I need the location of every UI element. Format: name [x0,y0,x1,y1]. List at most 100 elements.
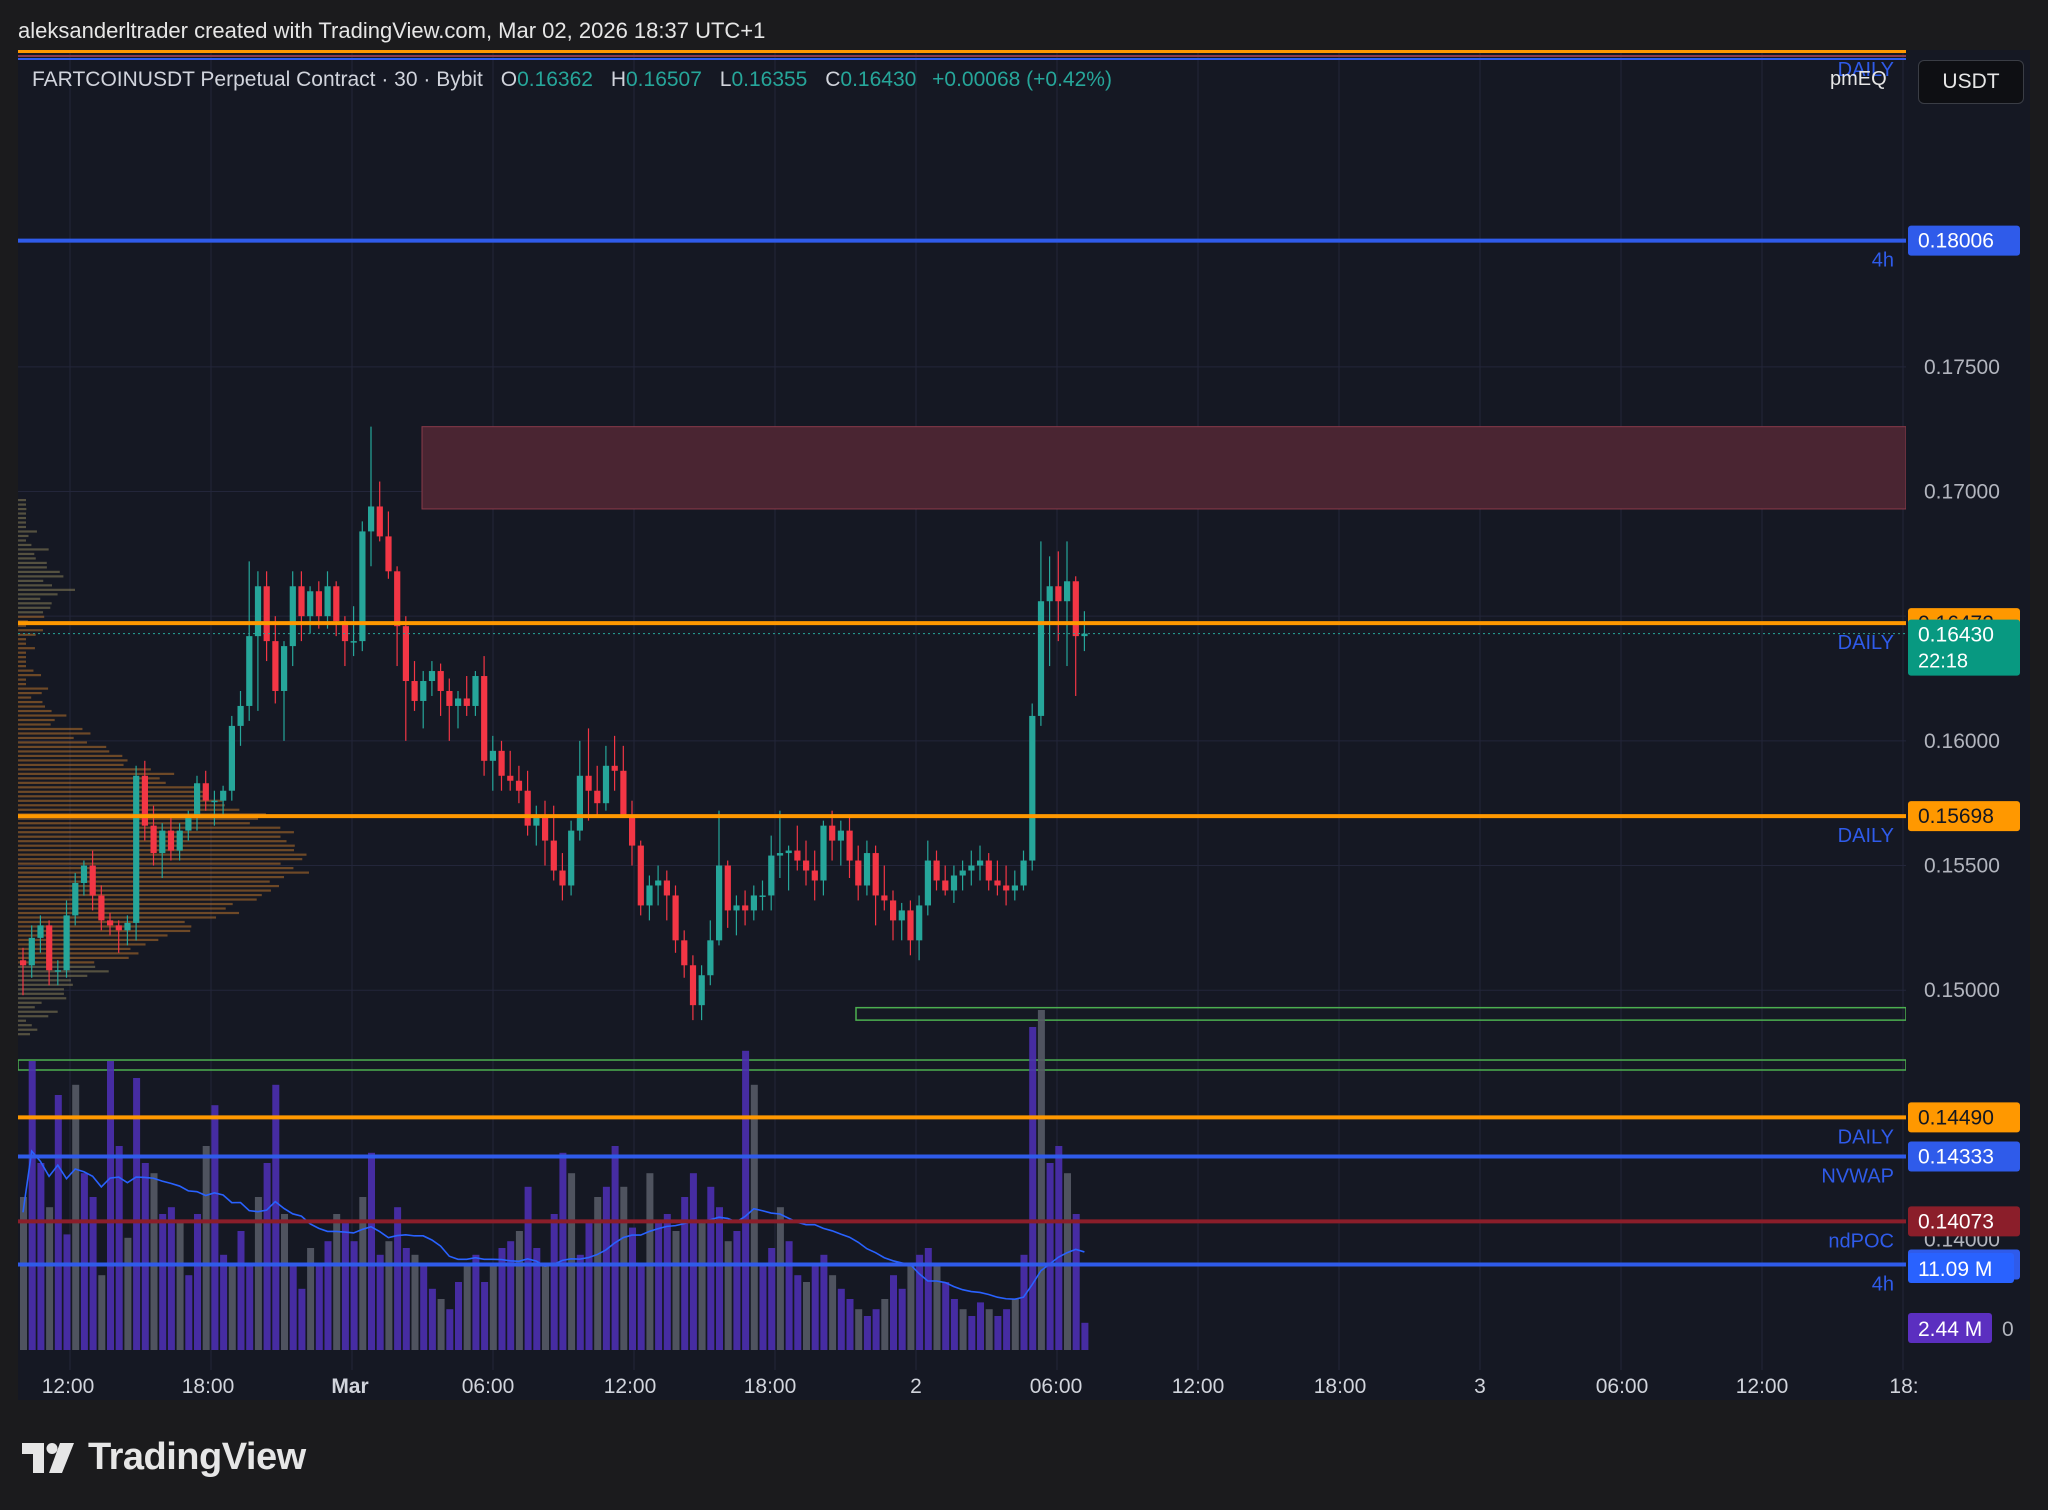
candle-body [803,860,810,871]
volume-profile-bar [18,548,49,551]
candle-body [1055,586,1062,602]
volume-bar [133,1078,141,1350]
volume-bar [1046,1163,1054,1350]
volume-bar [185,1275,193,1350]
volume-bar [829,1275,837,1350]
candle-body [341,621,349,642]
volume-bar [420,1265,428,1350]
candle-body [307,591,314,617]
candle-body [768,855,775,896]
volume-bar [63,1234,71,1350]
candle-body [472,676,479,706]
price-tick: 0.16000 [1924,730,2000,753]
volume-bar [315,1265,323,1350]
low-value: 0.16355 [731,68,808,91]
volume-bar [376,1254,384,1350]
candle-body [1011,885,1018,891]
header-line-blue [18,58,1906,60]
candle-body [402,626,409,682]
candle-body [141,775,148,826]
volume-profile-bar [18,965,96,968]
high-label: H [610,68,626,91]
candle-body [333,586,340,622]
chart-pane[interactable]: 0.17500 0.17000 0.16000 0.15500 0.15000 0.140… [18,50,2030,1400]
candle-body [942,880,949,891]
volume-bar [533,1248,541,1350]
candle-body [759,895,766,897]
volume-profile-bar [18,602,52,605]
low-label: L [719,68,732,91]
volume-profile-bar [18,683,26,686]
volume-profile-bar [18,507,27,511]
candle-body [1003,885,1010,891]
candle-body [446,690,453,706]
candle-body [950,875,958,891]
candle-body [150,825,157,854]
candle-body [368,506,375,532]
volume-bar [220,1254,228,1350]
candle-body [80,865,88,883]
price-label-bg [1908,801,2020,832]
candle-body [298,586,305,617]
candle-body [855,860,862,886]
bar-countdown: 22:18 [1918,651,1968,673]
volume-bar [428,1288,436,1350]
volume-bar [620,1186,628,1350]
time-tick: 18:00 [1314,1375,1367,1398]
volume-bar [890,1275,897,1350]
daily-tag-top: DAILY [1838,59,1894,81]
volume-profile-bar [18,979,71,982]
volume-profile-bar [18,876,285,879]
volume-bar [759,1265,767,1350]
candle-body [359,531,366,642]
candle-body [655,880,662,886]
volume-bar [1072,1214,1080,1350]
volume-bars [20,1010,1089,1350]
volume-profile-bar [18,1033,30,1036]
candle-body [37,925,44,938]
volume-bar [602,1186,610,1350]
volume-bar [716,1207,723,1350]
candle-body [185,815,192,831]
volume-bar [611,1146,619,1350]
currency-button[interactable]: USDT [1918,60,2024,104]
volume-label: 2.44 M [1918,1318,1982,1341]
tradingview-logo[interactable]: TradingView [22,1436,306,1479]
volume-profile-bar [18,1006,35,1009]
volume-bar [281,1214,288,1350]
volume-profile-bar [18,633,36,636]
candle-body [550,840,557,871]
volume-bar [1037,1010,1045,1350]
volume-bar [176,1220,184,1350]
volume-bar [672,1231,680,1350]
candle-body [28,937,35,966]
volume-profile-bar [18,772,175,775]
candle-body [98,895,105,921]
volume-ma-label: 11.09 M [1918,1258,1992,1281]
candle-body [167,830,175,851]
volume-profile-bar [18,521,26,524]
symbol-title[interactable]: FARTCOINUSDT Perpetual Contract · 30 · B… [32,68,483,91]
candle-body [350,641,357,643]
price-label: 0.14073 [1918,1210,1994,1233]
volume-profile-bar [18,732,91,735]
volume-profile-bar [18,858,303,861]
volume-profile-bar [18,615,45,618]
volume-bar [768,1248,776,1350]
candle-body [254,586,262,637]
volume-bar [803,1282,810,1350]
volume-bar [524,1186,532,1350]
volume-profile-bar [18,947,131,951]
volume-profile-bar [18,893,262,897]
volume-bar [872,1309,880,1350]
candle-body [907,910,914,941]
candle-body [376,506,383,537]
volume-bar [898,1288,906,1350]
demand-zone-upper [855,1006,1907,1021]
volume-bar [333,1214,341,1350]
candle-body [176,830,183,851]
candle-body [411,681,418,701]
chart-svg[interactable]: 0.17500 0.17000 0.16000 0.15500 0.15000 0.140… [18,50,2030,1400]
volume-profile-bar [18,862,281,865]
price-label-bg [1908,1102,2020,1133]
